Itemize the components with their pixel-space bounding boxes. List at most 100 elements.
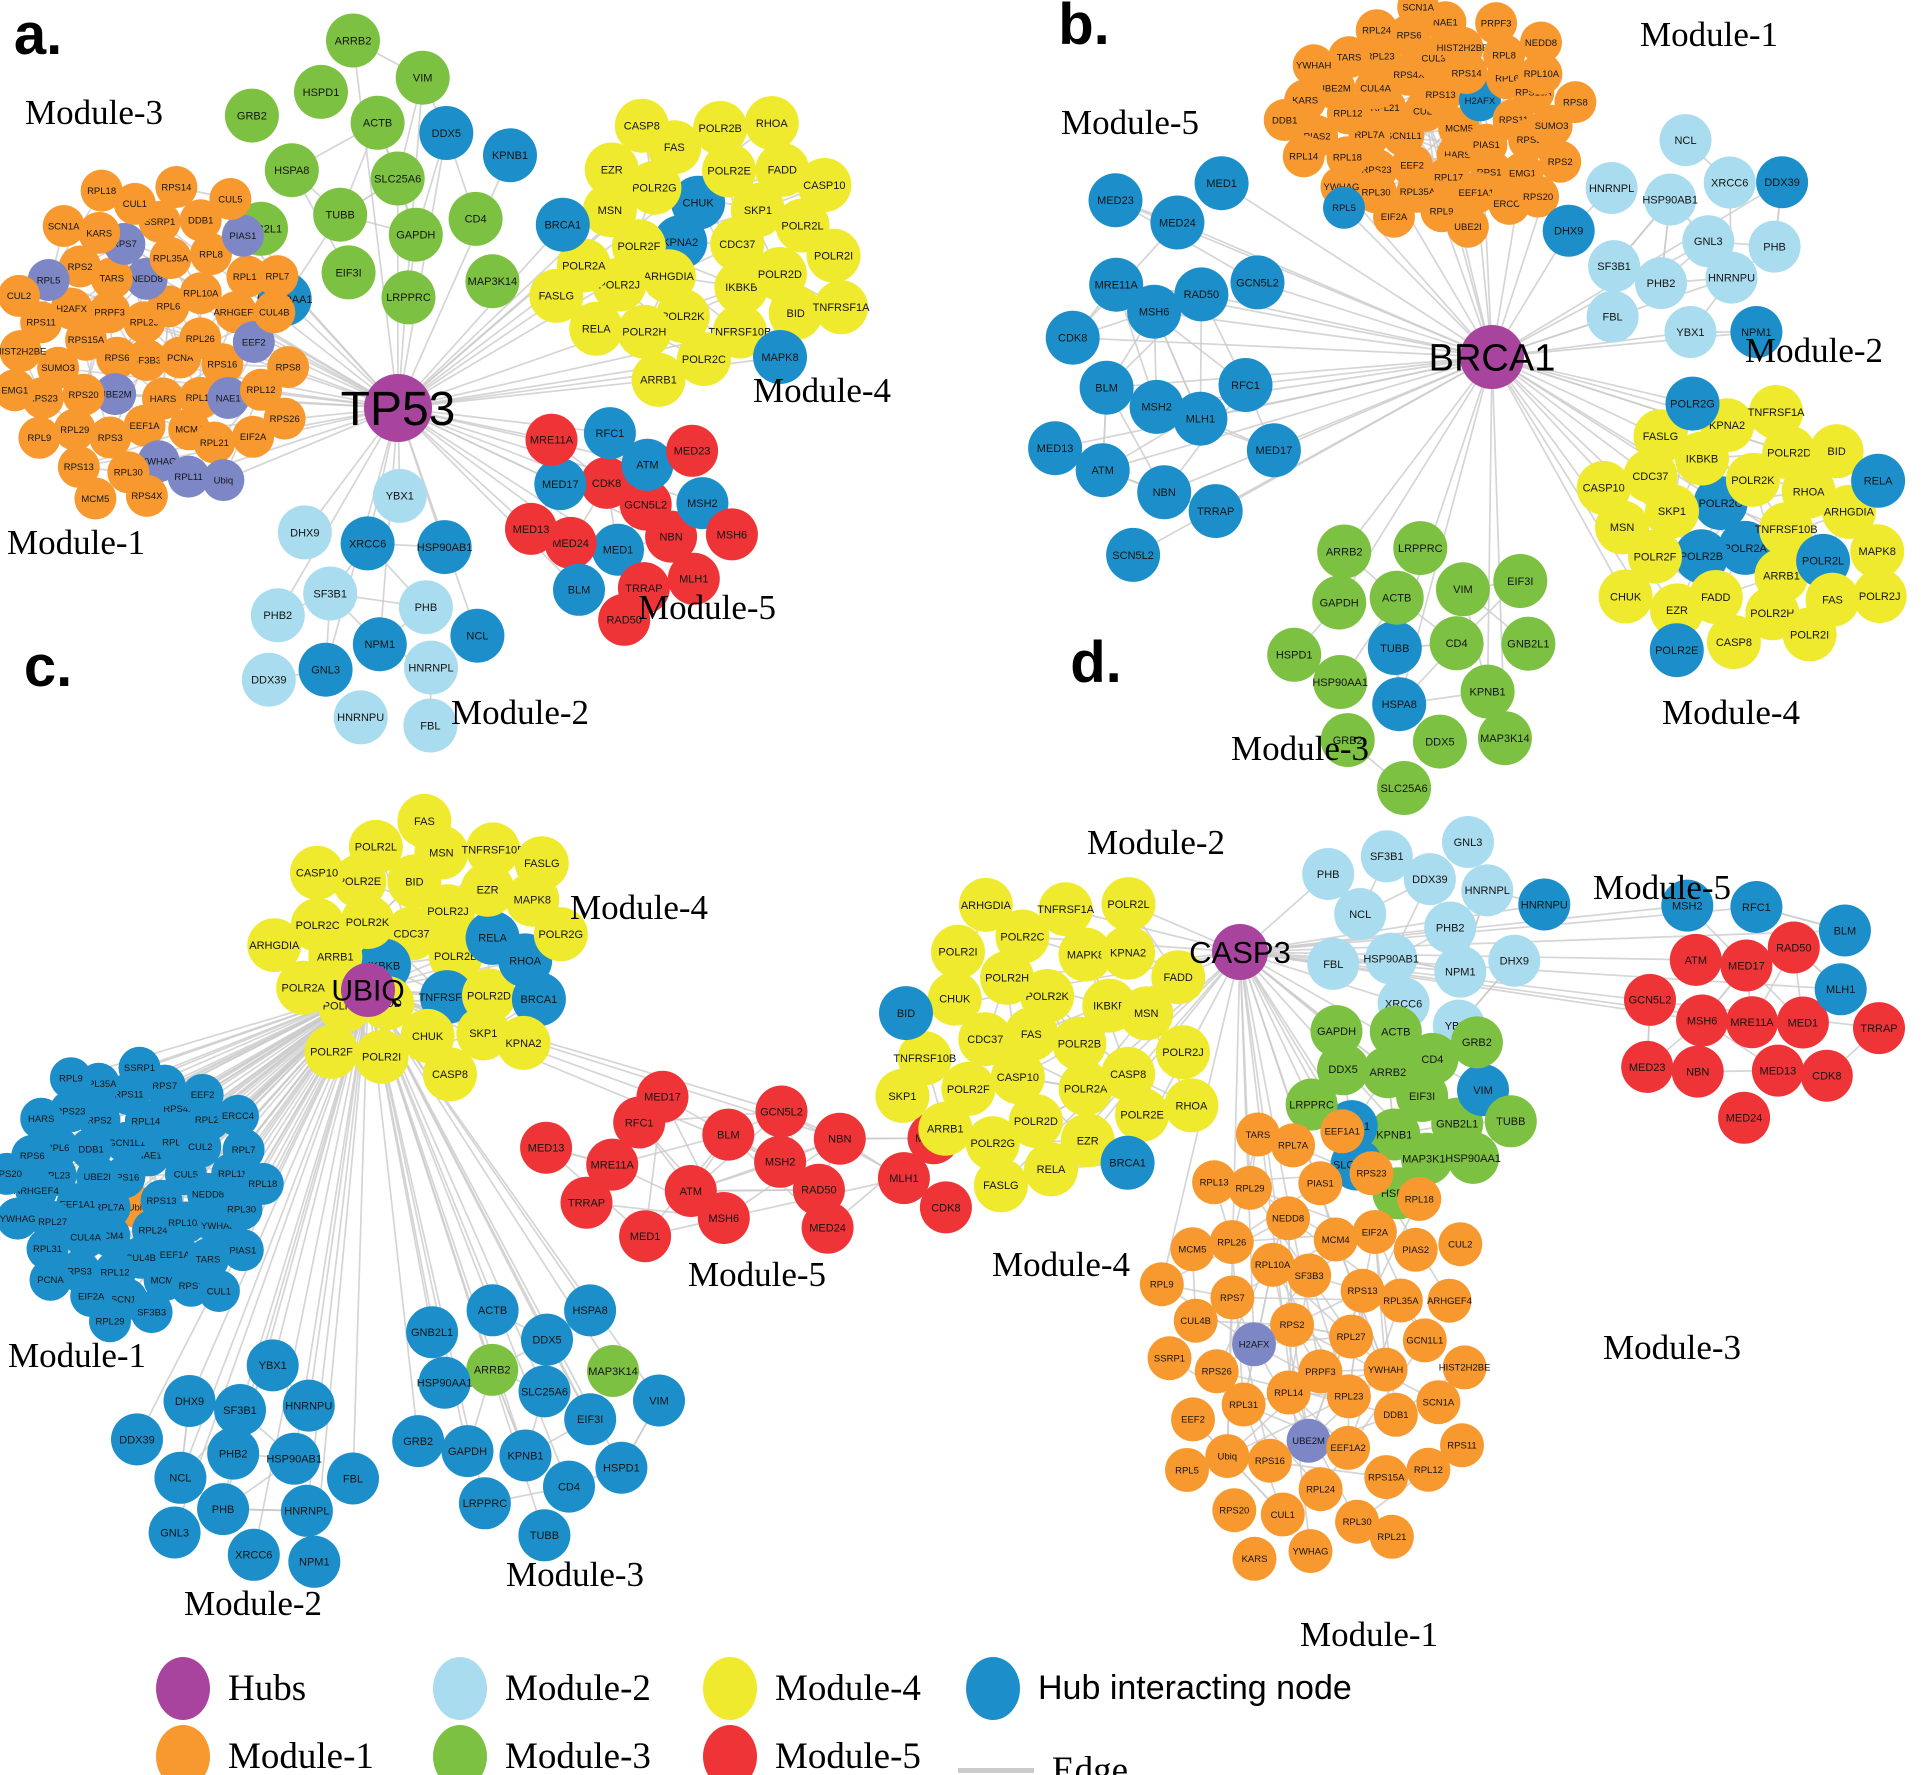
node-RPS2[interactable] [1539,140,1582,183]
node-MSH6[interactable] [697,1192,750,1244]
node-LRPPRC[interactable] [1285,1078,1338,1131]
node-EIF2A[interactable] [1352,1210,1397,1254]
node-RPS4X[interactable] [125,474,168,517]
node-VIM[interactable] [633,1374,685,1427]
node-RFC1[interactable] [1218,358,1273,412]
node-PHB2[interactable] [1424,901,1477,954]
node-RPL23[interactable] [1326,1374,1371,1419]
node-CDK8[interactable] [580,456,633,509]
node-PHB[interactable] [1748,220,1801,273]
node-GRB2[interactable] [1320,713,1375,768]
node-RAD50[interactable] [1767,921,1820,974]
node-TUBB[interactable] [1367,621,1422,675]
node-GRB2[interactable] [224,88,279,143]
hub-node-CASP3[interactable] [1212,924,1268,980]
node-BID[interactable] [1809,424,1864,479]
node-FASLG[interactable] [514,836,569,891]
node-ERCC4[interactable] [217,1094,259,1137]
node-MRE11A[interactable] [525,413,578,466]
node-MCM5[interactable] [1170,1227,1215,1272]
node-YWHAH[interactable] [1292,44,1335,87]
node-RPS13[interactable] [1340,1268,1385,1313]
node-POLR2D[interactable] [1762,425,1817,480]
node-PRPF3[interactable] [88,291,131,334]
node-MRE11A[interactable] [586,1138,639,1191]
node-CASP10[interactable] [1576,460,1631,515]
node-NPM1[interactable] [288,1535,341,1588]
node-RPL30[interactable] [1335,1499,1380,1544]
node-DHX9[interactable] [1488,934,1541,987]
node-CUL4A[interactable] [1354,67,1397,110]
node-CASP8[interactable] [1101,1046,1156,1101]
node-TRRAP[interactable] [1853,1002,1905,1055]
node-POLR2C[interactable] [676,332,731,387]
node-POLR2J[interactable] [1156,1025,1210,1080]
node-DDB1[interactable] [1263,99,1306,141]
node-CDK8[interactable] [1800,1049,1853,1102]
node-RAD50[interactable] [598,593,651,646]
node-RPS14[interactable] [155,166,198,208]
node-SKP1[interactable] [730,183,785,237]
node-YWHAG[interactable] [0,1197,39,1240]
node-POLR2L[interactable] [1101,877,1156,932]
node-NCL[interactable] [1334,888,1387,940]
node-HNRNPL[interactable] [1585,162,1638,214]
node-RPS20[interactable] [1517,175,1560,218]
node-POLR2F[interactable] [941,1061,996,1116]
node-HNRNPU[interactable] [1705,251,1758,304]
node-SSRP1[interactable] [1147,1336,1192,1381]
node-NCL[interactable] [154,1451,207,1504]
node-MCM5[interactable] [74,477,117,520]
node-PIAS1[interactable] [221,214,264,257]
node-RPL31[interactable] [1221,1382,1266,1427]
node-UBE2M[interactable] [1286,1418,1331,1463]
node-FBL[interactable] [1307,937,1360,990]
node-MSH2[interactable] [1661,879,1714,932]
node-MED24[interactable] [801,1201,854,1254]
node-MED23[interactable] [1088,173,1143,228]
node-POLR2I[interactable] [354,1029,409,1084]
node-FBL[interactable] [327,1452,379,1505]
node-KARS[interactable] [78,211,121,254]
node-NBN[interactable] [1137,465,1192,520]
node-RPL7A[interactable] [1271,1123,1316,1168]
node-MED17[interactable] [1720,939,1773,992]
node-POLR2G[interactable] [627,160,682,215]
node-KPNA2[interactable] [1101,925,1156,980]
node-RPS20[interactable] [1212,1488,1257,1533]
node-POLR2K[interactable] [340,895,395,950]
node-HSPA8[interactable] [264,143,319,198]
node-RPL9[interactable] [18,416,61,459]
node-YBX1[interactable] [1664,306,1717,358]
node-EMG1[interactable] [0,369,36,412]
node-CASP8[interactable] [614,98,669,153]
node-MED17[interactable] [636,1070,689,1123]
node-PHB[interactable] [197,1483,250,1536]
node-MAPK8[interactable] [1058,927,1113,982]
node-CASP8[interactable] [1706,615,1761,670]
node-TUBB[interactable] [518,1509,571,1562]
node-GRB2[interactable] [1450,1016,1503,1069]
node-BRCA1[interactable] [511,972,566,1027]
node-POLR2E[interactable] [1649,623,1704,678]
node-RPS16[interactable] [1247,1438,1292,1483]
node-RPL14[interactable] [1266,1370,1311,1415]
node-POLR2E[interactable] [1115,1087,1170,1142]
node-HNRNPU[interactable] [333,690,388,745]
node-MED24[interactable] [544,516,597,569]
node-YBX1[interactable] [372,468,427,523]
node-RFC1[interactable] [1730,881,1783,933]
node-RPL9[interactable] [49,1057,92,1100]
node-CUL1[interactable] [113,182,156,225]
node-MRE11A[interactable] [1089,257,1144,312]
node-BID[interactable] [879,986,933,1041]
node-SLC25A6[interactable] [370,151,425,206]
node-DDB1[interactable] [1373,1392,1418,1437]
hub-node-TP53[interactable] [364,374,432,442]
node-MRE11A[interactable] [1726,996,1778,1049]
node-POLR2G[interactable] [533,907,588,962]
node-RELA[interactable] [569,301,624,356]
node-HNRNPU[interactable] [1518,878,1571,931]
node-HSP90AA1[interactable] [1447,1131,1500,1184]
node-BRCA1[interactable] [1100,1135,1155,1190]
